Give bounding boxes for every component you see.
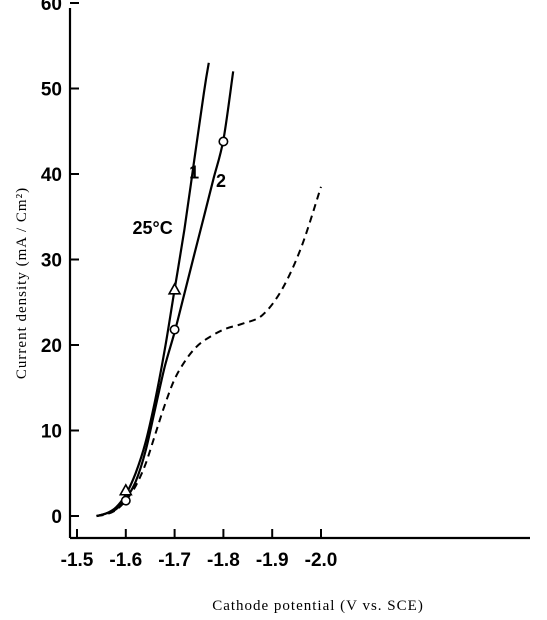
x-tick-label: -1.6 [109, 550, 142, 571]
data-point-triangle [167, 282, 182, 295]
annotation-label: 2 [216, 171, 226, 191]
x-tick-label: -1.8 [207, 550, 240, 571]
x-tick-label: -2.0 [305, 550, 338, 571]
y-tick-label: 10 [41, 422, 62, 443]
y-tick-label: 60 [41, 0, 62, 15]
annotation-label: 25°C [133, 218, 173, 238]
y-tick-label: 40 [41, 165, 62, 186]
data-point-circle [120, 495, 131, 506]
y-tick-label: 50 [41, 80, 62, 101]
x-tick-label: -1.9 [256, 550, 289, 571]
data-point-circle [218, 136, 229, 147]
series-line-curve-2 [96, 71, 235, 518]
x-tick-label: -1.5 [61, 550, 94, 571]
x-tick-label: -1.7 [158, 550, 191, 571]
y-tick-label: 0 [51, 507, 62, 528]
data-point-circle [169, 324, 180, 335]
y-axis-title: Current density (mA / Cm²) [14, 187, 30, 379]
annotation-label: 1 [189, 162, 199, 182]
series-line-curve-1 [96, 62, 210, 518]
y-tick-label: 30 [41, 251, 62, 272]
x-axis-title: Cathode potential (V vs. SCE) [212, 598, 424, 614]
series-line-dashed [96, 186, 322, 517]
data-point-triangle [118, 483, 133, 496]
y-tick-label: 20 [41, 336, 62, 357]
